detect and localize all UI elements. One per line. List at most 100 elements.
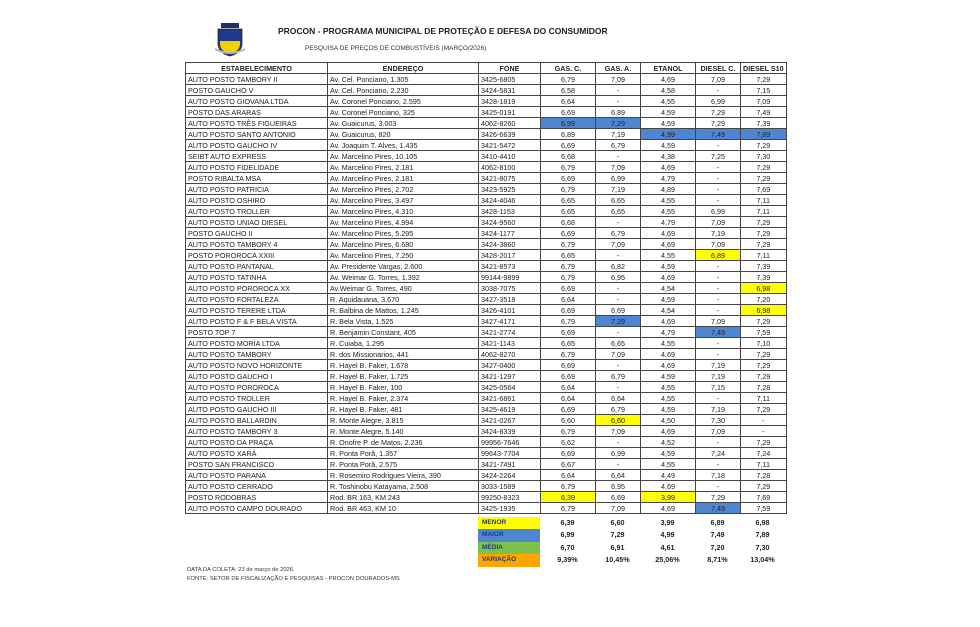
gas-aditivada-cell: 7,09 [595, 425, 641, 437]
summary-value: 7,89 [755, 530, 770, 540]
table-row: AUTO POSTO FIDELIDADE Av. Marcelino Pires… [185, 161, 787, 173]
address-cell: Av. Coronel Ponciano, 325 [327, 106, 479, 118]
diesel-s10-cell: 7,59 [740, 326, 787, 338]
page-title: PROCON - PROGRAMA MUNICIPAL DE PROTEÇÃO … [278, 26, 608, 36]
summary-row: MAIOR 6,99 7,29 4,99 7,49 7,89 [478, 529, 785, 542]
gas-aditivada-cell: 7,09 [595, 73, 641, 85]
gas-aditivada-cell: 7,29 [595, 117, 641, 129]
etanol-cell: 4,59 [640, 139, 696, 151]
gas-aditivada-cell: 7,09 [595, 238, 641, 250]
summary-row: MENOR 6,39 6,60 3,99 6,89 6,98 [478, 517, 785, 530]
station-name-cell: AUTO POSTO OSHIRO [185, 194, 328, 206]
diesel-comum-cell: 7,09 [695, 425, 741, 437]
station-name-cell: AUTO POSTO TROLLER [185, 205, 328, 217]
table-row: POSTO SAN FRANCISCO R. Ponta Porã, 2.575 3… [185, 458, 787, 470]
gas-comum-cell: 6,69 [540, 227, 596, 239]
gas-aditivada-cell: 6,95 [595, 480, 641, 492]
summary-value: 6,98 [755, 518, 770, 527]
table-row: AUTO POSTO UNIAO DIESEL Av. Marcelino Pir… [185, 216, 787, 228]
diesel-s10-cell: 7,29 [740, 73, 787, 85]
diesel-s10-cell: 7,59 [740, 502, 787, 514]
etanol-cell: 4,55 [640, 194, 696, 206]
diesel-comum-cell: 7,15 [695, 381, 741, 393]
diesel-s10-cell: 7,11 [740, 205, 787, 217]
station-name-cell: AUTO POSTO POROROCA [185, 381, 328, 393]
diesel-s10-cell: 7,29 [740, 172, 787, 184]
gas-aditivada-cell: 6,69 [595, 304, 641, 316]
gas-aditivada-cell: 7,29 [595, 315, 641, 327]
table-row: POSTO RIBALTA MSA Av. Marcelino Pires, 2.… [185, 172, 787, 184]
gas-comum-cell: 6,99 [540, 117, 596, 129]
phone-cell: 3426-6639 [478, 128, 541, 140]
station-name-cell: AUTO POSTO GIOVANA LTDA [185, 95, 328, 107]
table-row: POSTO GAUCHO II Av. Marcelino Pires, 5.29… [185, 227, 787, 239]
diesel-comum-cell: - [695, 194, 741, 206]
diesel-comum-cell: 7,18 [695, 469, 741, 481]
station-name-cell: AUTO POSTO TAMBORY 4 [185, 238, 328, 250]
footer: DATA DA COLETA: 23 de março de 2026. FON… [187, 566, 400, 584]
station-name-cell: AUTO POSTO XARÁ [185, 447, 328, 459]
column-header: ETANOL [640, 62, 696, 74]
station-name-cell: POSTO GAUCHO V [185, 84, 328, 96]
summary-value: 7,30 [755, 542, 770, 552]
gas-aditivada-cell: 7,09 [595, 161, 641, 173]
table-row: AUTO POSTO PATRICIA Av. Marcelino Pires, … [185, 183, 787, 195]
diesel-s10-cell: 7,11 [740, 249, 787, 261]
station-name-cell: POSTO RIBALTA MSA [185, 172, 328, 184]
phone-cell: 3424-2264 [478, 469, 541, 481]
page-subtitle: PESQUISA DE PREÇOS DE COMBUSTÍVEIS (MARÇ… [305, 45, 487, 52]
station-name-cell: POSTO TOP 7 [185, 326, 328, 338]
gas-comum-cell: 6,69 [540, 326, 596, 338]
etanol-cell: 4,89 [640, 183, 696, 195]
diesel-comum-cell: - [695, 183, 741, 195]
gas-aditivada-cell: 6,64 [595, 392, 641, 404]
etanol-cell: 4,59 [640, 106, 696, 118]
column-header: DIESEL C. [695, 62, 741, 74]
diesel-s10-cell: 7,29 [740, 139, 787, 151]
station-name-cell: POSTO POROROCA XXIII [185, 249, 328, 261]
gas-comum-cell: 6,60 [540, 414, 596, 426]
diesel-s10-cell: 7,29 [740, 216, 787, 228]
summary-row: MÉDIA 6,70 6,91 4,61 7,20 7,30 [478, 541, 785, 555]
column-header: ENDEREÇO [327, 62, 479, 74]
diesel-s10-cell: 6,98 [740, 304, 787, 316]
diesel-comum-cell: - [695, 172, 741, 184]
station-name-cell: AUTO POSTO PARANA [185, 469, 328, 481]
address-cell: R. Onofre P. de Matos, 2.236 [327, 436, 479, 448]
etanol-cell: 4,58 [640, 84, 696, 96]
gas-comum-cell: 6,79 [540, 260, 596, 272]
diesel-s10-cell: 7,09 [740, 95, 787, 107]
station-name-cell: AUTO POSTO MORIA LTDA [185, 337, 328, 349]
etanol-cell: 4,69 [640, 348, 696, 360]
etanol-cell: 4,69 [640, 238, 696, 250]
table-row: POSTO GAUCHO V Av. Cel. Ponciano, 2.230 34… [185, 84, 787, 96]
diesel-s10-cell: 7,15 [740, 84, 787, 96]
diesel-s10-cell: 7,89 [740, 128, 787, 140]
address-cell: Rod. BR 163, KM 243 [327, 491, 479, 503]
gas-aditivada-cell: - [595, 458, 641, 470]
column-header: GAS. A. [595, 62, 641, 74]
table-row: AUTO POSTO XARÁ R. Ponta Porã, 1.357 99643… [185, 447, 787, 459]
table-row: AUTO POSTO TAMBORY II Av. Cel. Ponciano, … [185, 73, 787, 85]
gas-comum-cell: 6,69 [540, 370, 596, 382]
address-cell: R. Hayel B. Faker, 481 [327, 403, 479, 415]
phone-cell: 3428-2017 [478, 249, 541, 261]
station-name-cell: AUTO POSTO F & F BELA VISTA [185, 315, 328, 327]
address-cell: R. Cuiaba, 1.295 [327, 337, 479, 349]
diesel-comum-cell: - [695, 480, 741, 492]
station-name-cell: AUTO POSTO SANTO ANTONIO [185, 128, 328, 140]
phone-cell: 3421-5472 [478, 139, 541, 151]
address-cell: Av. Coronel Ponciano, 2.595 [327, 95, 479, 107]
etanol-cell: 4,69 [640, 359, 696, 371]
diesel-comum-cell: 7,30 [695, 414, 741, 426]
etanol-cell: 4,55 [640, 249, 696, 261]
diesel-s10-cell: 7,11 [740, 392, 787, 404]
diesel-s10-cell: 7,28 [740, 381, 787, 393]
address-cell: R. Hayel B. Faker, 1.678 [327, 359, 479, 371]
diesel-comum-cell: - [695, 282, 741, 294]
table-row: AUTO POSTO PARANA R. Rosemiro Rodrigues V… [185, 469, 787, 481]
phone-cell: 99643-7704 [478, 447, 541, 459]
fuel-price-table: ESTABELECIMENTO ENDEREÇO FONE GAS. C. GAS. A… [185, 62, 787, 514]
address-cell: Av. Marcelino Pires, 2.181 [327, 172, 479, 184]
table-row: AUTO POSTO POROROCA XX Av.Weimar G. Torre… [185, 282, 787, 294]
